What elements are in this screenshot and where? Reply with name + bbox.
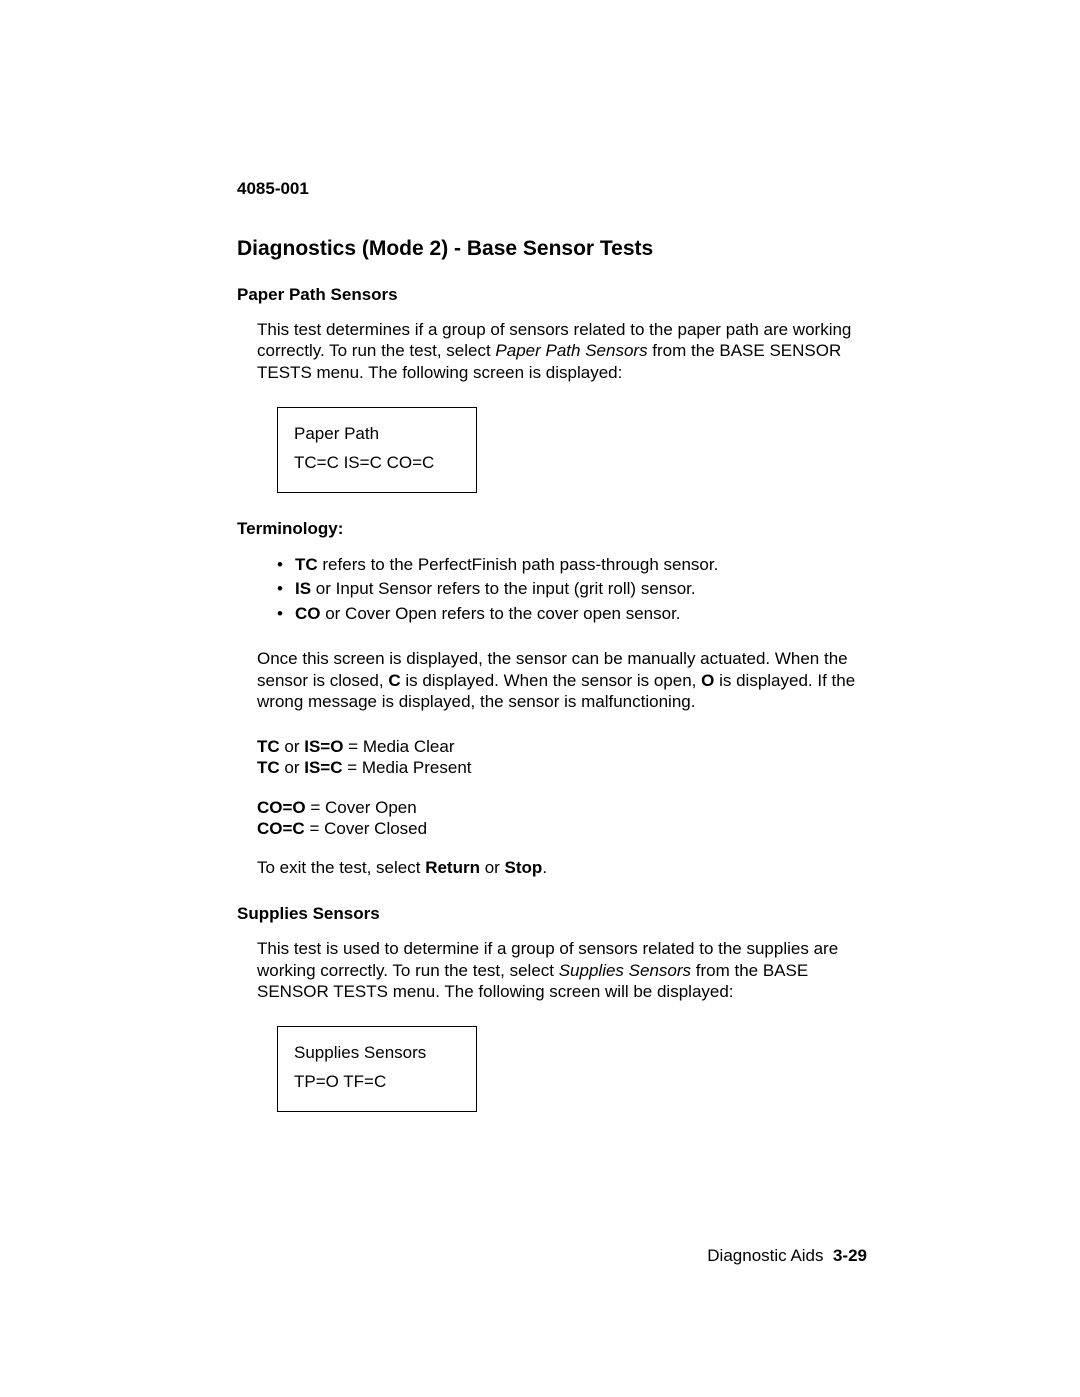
screen-box-paper-path: Paper Path TC=C IS=C CO=C	[277, 407, 477, 493]
terminology-list: TC refers to the PerfectFinish path pass…	[277, 553, 867, 627]
state-text: = Media Present	[343, 758, 472, 777]
state-text: or	[280, 758, 305, 777]
exit-paragraph: To exit the test, select Return or Stop.	[257, 857, 867, 878]
page-footer: Diagnostic Aids 3-29	[707, 1246, 867, 1266]
term-rest: refers to the PerfectFinish path pass-th…	[318, 555, 719, 574]
state-text: = Cover Closed	[305, 819, 427, 838]
term-rest: or Input Sensor refers to the input (gri…	[311, 579, 696, 598]
intro-paragraph-1: This test determines if a group of senso…	[257, 319, 867, 383]
screen-box-supplies: Supplies Sensors TP=O TF=C	[277, 1026, 477, 1112]
state-bold: TC	[257, 737, 280, 756]
section-heading-paper-path: Paper Path Sensors	[237, 285, 867, 305]
intro-paragraph-2: This test is used to determine if a grou…	[257, 938, 867, 1002]
state-text: = Cover Open	[306, 798, 417, 817]
doc-number: 4085-001	[237, 179, 867, 199]
state-text: or	[280, 737, 305, 756]
state-line: TC or IS=O = Media Clear	[257, 736, 867, 757]
screen-line-2: TP=O TF=C	[294, 1068, 460, 1097]
exit-bold: Stop	[505, 858, 543, 877]
screen-line-1: Supplies Sensors	[294, 1039, 460, 1068]
exit-pre: To exit the test, select	[257, 858, 425, 877]
term-bold: CO	[295, 604, 321, 623]
explain-mid: is displayed. When the sensor is open,	[401, 671, 702, 690]
terminology-heading: Terminology:	[237, 519, 867, 539]
page-number: 3-29	[833, 1246, 867, 1265]
exit-bold: Return	[425, 858, 480, 877]
term-bold: IS	[295, 579, 311, 598]
list-item: TC refers to the PerfectFinish path pass…	[277, 553, 867, 578]
intro2-italic: Supplies Sensors	[559, 961, 691, 980]
term-rest: or Cover Open refers to the cover open s…	[321, 604, 681, 623]
explain-c: C	[388, 671, 400, 690]
state-bold: CO=O	[257, 798, 306, 817]
exit-post: .	[542, 858, 547, 877]
term-bold: TC	[295, 555, 318, 574]
main-heading: Diagnostics (Mode 2) - Base Sensor Tests	[237, 237, 867, 261]
state-bold: IS=C	[304, 758, 342, 777]
exit-mid: or	[480, 858, 505, 877]
section-heading-supplies: Supplies Sensors	[237, 904, 867, 924]
document-page: 4085-001 Diagnostics (Mode 2) - Base Sen…	[237, 179, 867, 1138]
intro-text-italic: Paper Path Sensors	[495, 341, 647, 360]
state-bold: IS=O	[304, 737, 343, 756]
state-line: CO=O = Cover Open	[257, 797, 867, 818]
state-bold: TC	[257, 758, 280, 777]
screen-line-1: Paper Path	[294, 420, 460, 449]
list-item: IS or Input Sensor refers to the input (…	[277, 577, 867, 602]
state-text: = Media Clear	[343, 737, 454, 756]
states-group-1: TC or IS=O = Media Clear TC or IS=C = Me…	[257, 736, 867, 779]
explain-paragraph: Once this screen is displayed, the senso…	[257, 648, 867, 712]
states-group-2: CO=O = Cover Open CO=C = Cover Closed	[257, 797, 867, 840]
state-bold: CO=C	[257, 819, 305, 838]
screen-line-2: TC=C IS=C CO=C	[294, 449, 460, 478]
list-item: CO or Cover Open refers to the cover ope…	[277, 602, 867, 627]
footer-label: Diagnostic Aids	[707, 1246, 823, 1265]
state-line: CO=C = Cover Closed	[257, 818, 867, 839]
explain-o: O	[701, 671, 714, 690]
state-line: TC or IS=C = Media Present	[257, 757, 867, 778]
